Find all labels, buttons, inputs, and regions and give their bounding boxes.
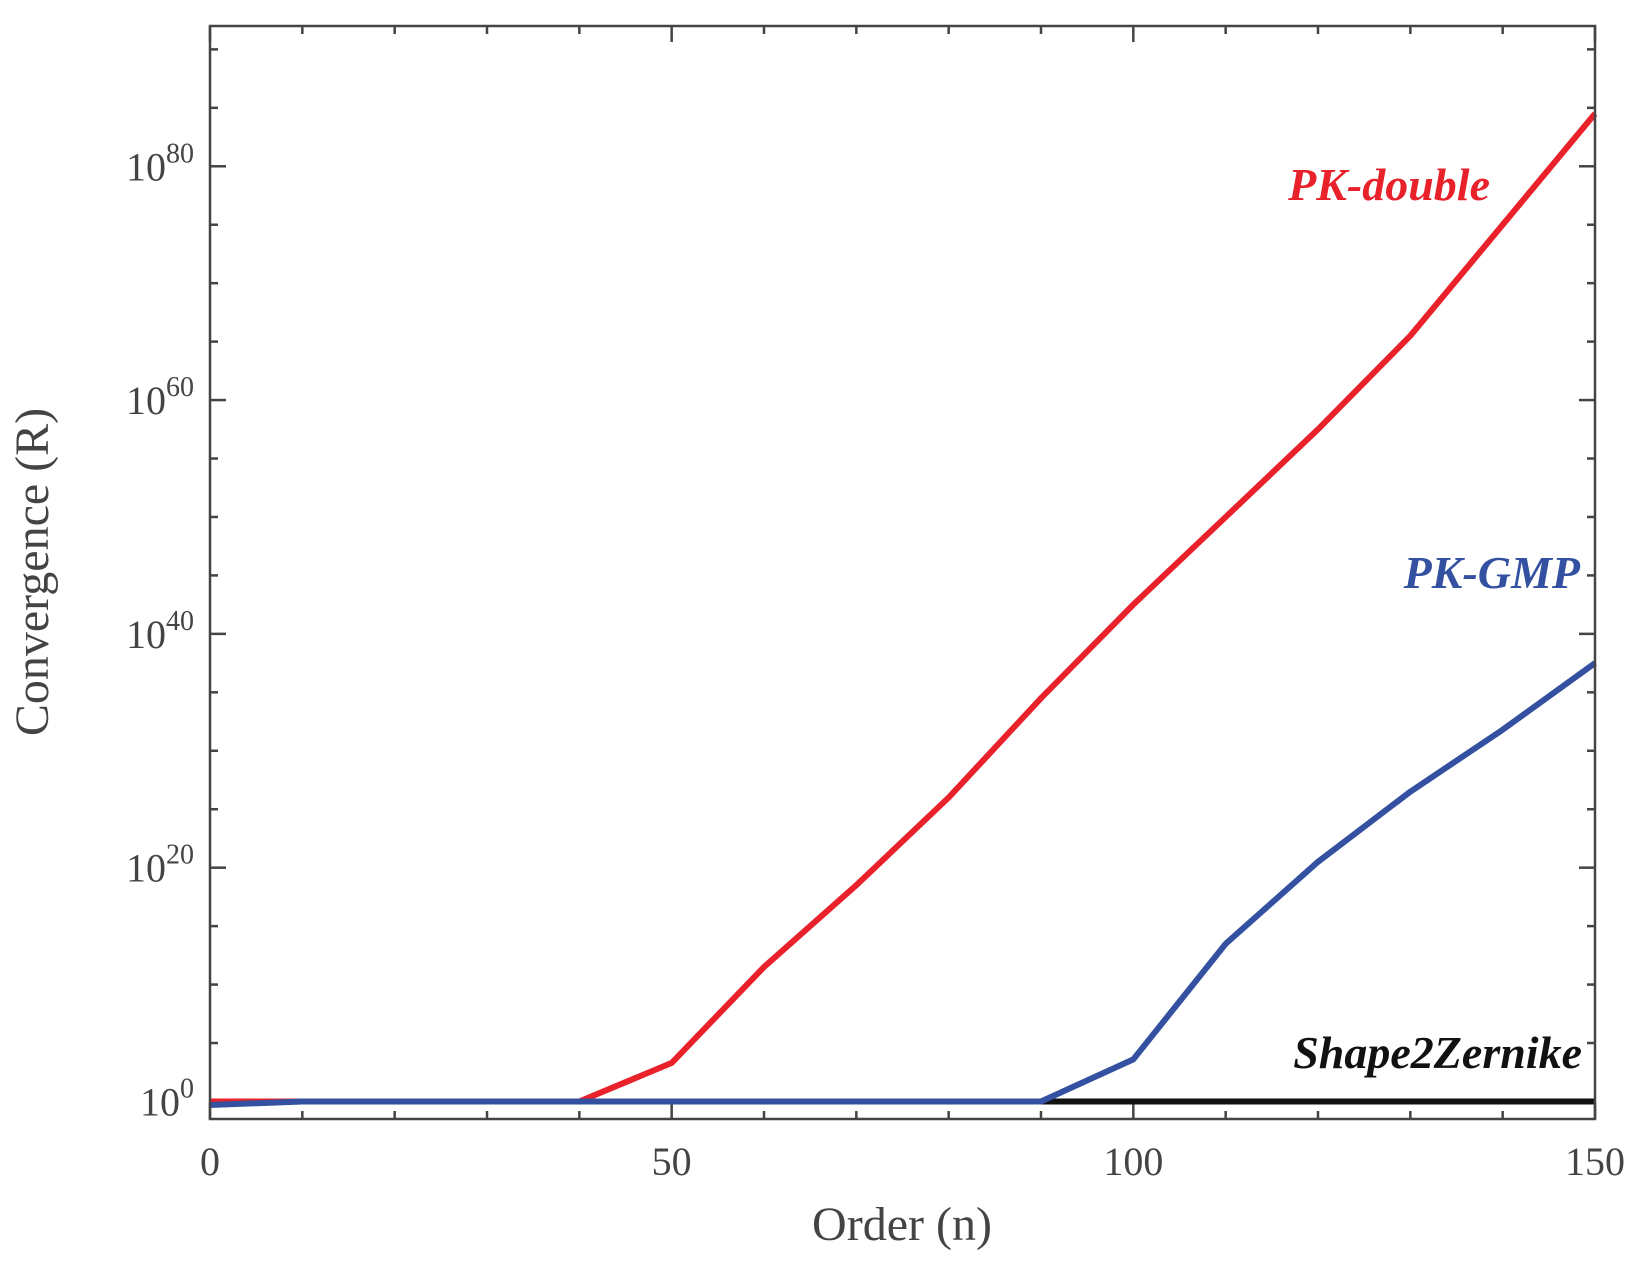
tick-labels: 0 50 100 150 100 1020 1040 1060 1080: [126, 138, 1625, 1184]
series-label-shape2zernike: Shape2Zernike: [1293, 1027, 1582, 1078]
x-tick-label: 150: [1565, 1139, 1625, 1184]
y-tick-label: 1060: [126, 372, 194, 423]
x-tick-label: 0: [200, 1139, 220, 1184]
y-tick-label: 100: [140, 1073, 194, 1124]
series-line-pk-double: [210, 111, 1598, 1105]
x-axis-title: Order (n): [812, 1198, 992, 1251]
series-label-pk-double: PK-double: [1287, 159, 1490, 210]
x-tick-label: 50: [652, 1139, 692, 1184]
series-label-pk-gmp: PK-GMP: [1403, 547, 1581, 598]
axis-ticks: [208, 26, 1597, 1119]
y-axis-title: Convergence (R): [6, 408, 59, 736]
series-lines: [209, 111, 1598, 1108]
series-labels: PK-double PK-GMP Shape2Zernike: [1287, 159, 1582, 1078]
y-tick-label: 1020: [126, 840, 194, 891]
y-tick-label: 1080: [126, 138, 194, 189]
series-line-pk-gmp: [209, 660, 1597, 1108]
y-tick-label: 1040: [126, 606, 194, 657]
plot-frame: [208, 24, 1597, 1121]
x-tick-label: 100: [1103, 1139, 1163, 1184]
